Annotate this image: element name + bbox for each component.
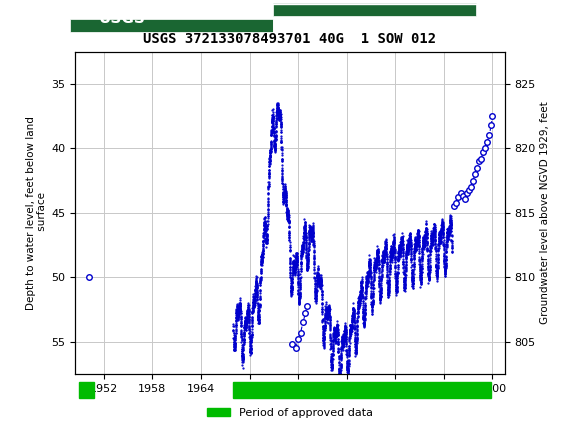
Y-axis label: Groundwater level above NGVD 1929, feet: Groundwater level above NGVD 1929, feet [540,101,550,324]
Bar [273,3,476,16]
Bar [58,3,510,33]
Y-axis label: Depth to water level, feet below land
 surface: Depth to water level, feet below land su… [26,116,48,310]
Title: USGS 372133078493701 40G  1 SOW 012: USGS 372133078493701 40G 1 SOW 012 [143,32,437,46]
Bar [233,382,491,398]
Text: USGS: USGS [99,11,146,26]
Legend: Period of approved data: Period of approved data [203,403,377,422]
Bar [273,19,476,32]
Bar [70,19,273,32]
Bar [79,382,94,398]
Bar [70,3,273,16]
